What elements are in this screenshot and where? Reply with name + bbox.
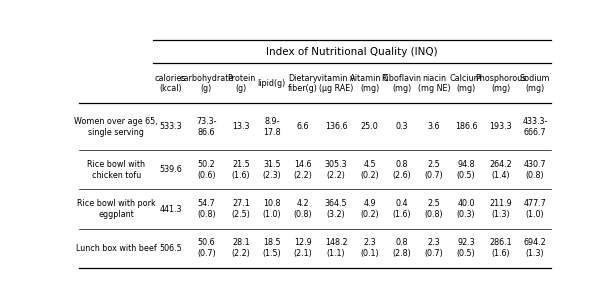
Text: 73.3-
86.6: 73.3- 86.6 xyxy=(196,117,216,137)
Text: Women over age 65,
single serving: Women over age 65, single serving xyxy=(74,117,158,137)
Text: 28.1
(2.2): 28.1 (2.2) xyxy=(231,238,250,258)
Text: 441.3: 441.3 xyxy=(159,204,182,213)
Text: Protein
(g): Protein (g) xyxy=(227,74,255,93)
Text: 13.3: 13.3 xyxy=(232,122,250,131)
Text: Dietary
fiber(g): Dietary fiber(g) xyxy=(288,74,317,93)
Text: 533.3: 533.3 xyxy=(159,122,182,131)
Text: 40.0
(0.3): 40.0 (0.3) xyxy=(457,199,475,219)
Text: carbohydrate
(g): carbohydrate (g) xyxy=(179,74,234,93)
Text: Rice bowl with
chicken tofu: Rice bowl with chicken tofu xyxy=(87,160,145,180)
Text: 2.3
(0.1): 2.3 (0.1) xyxy=(360,238,379,258)
Text: Lunch box with beef: Lunch box with beef xyxy=(76,243,157,252)
Text: 694.2
(1.3): 694.2 (1.3) xyxy=(523,238,546,258)
Text: Phosphorous
(mg): Phosphorous (mg) xyxy=(475,74,526,93)
Text: 6.6: 6.6 xyxy=(296,122,309,131)
Text: 2.5
(0.8): 2.5 (0.8) xyxy=(424,199,443,219)
Text: 0.4
(1.6): 0.4 (1.6) xyxy=(392,199,411,219)
Text: 0.8
(2.8): 0.8 (2.8) xyxy=(392,238,411,258)
Text: 0.8
(2.6): 0.8 (2.6) xyxy=(392,160,411,180)
Text: 14.6
(2.2): 14.6 (2.2) xyxy=(293,160,312,180)
Text: 94.8
(0.5): 94.8 (0.5) xyxy=(457,160,475,180)
Text: 477.7
(1.0): 477.7 (1.0) xyxy=(523,199,547,219)
Text: 193.3: 193.3 xyxy=(490,122,512,131)
Text: vitamin C
(mg): vitamin C (mg) xyxy=(351,74,389,93)
Text: 18.5
(1.5): 18.5 (1.5) xyxy=(263,238,281,258)
Text: 31.5
(2.3): 31.5 (2.3) xyxy=(263,160,281,180)
Text: 305.3
(2.2): 305.3 (2.2) xyxy=(325,160,347,180)
Text: 27.1
(2.5): 27.1 (2.5) xyxy=(231,199,250,219)
Text: 506.5: 506.5 xyxy=(159,243,182,252)
Text: 25.0: 25.0 xyxy=(361,122,378,131)
Text: 364.5
(3.2): 364.5 (3.2) xyxy=(325,199,347,219)
Text: 12.9
(2.1): 12.9 (2.1) xyxy=(293,238,312,258)
Text: 433.3-
666.7: 433.3- 666.7 xyxy=(522,117,548,137)
Text: 148.2
(1.1): 148.2 (1.1) xyxy=(325,238,347,258)
Text: 186.6: 186.6 xyxy=(455,122,477,131)
Text: 50.6
(0.7): 50.6 (0.7) xyxy=(197,238,216,258)
Text: 10.8
(1.0): 10.8 (1.0) xyxy=(263,199,281,219)
Text: lipid(g): lipid(g) xyxy=(258,79,286,88)
Text: 50.2
(0.6): 50.2 (0.6) xyxy=(197,160,216,180)
Text: 0.3: 0.3 xyxy=(395,122,408,131)
Text: 4.5
(0.2): 4.5 (0.2) xyxy=(360,160,379,180)
Text: Calcium
(mg): Calcium (mg) xyxy=(450,74,482,93)
Text: 286.1
(1.6): 286.1 (1.6) xyxy=(490,238,512,258)
Text: 3.6: 3.6 xyxy=(427,122,440,131)
Text: 21.5
(1.6): 21.5 (1.6) xyxy=(232,160,250,180)
Text: Rice bowl with pork
eggplant: Rice bowl with pork eggplant xyxy=(77,199,156,219)
Text: 2.5
(0.7): 2.5 (0.7) xyxy=(424,160,443,180)
Text: calories
(kcal): calories (kcal) xyxy=(155,74,186,93)
Text: Sodium
(mg): Sodium (mg) xyxy=(520,74,550,93)
Text: Index of Nutritional Quality (INQ): Index of Nutritional Quality (INQ) xyxy=(266,47,438,57)
Text: vitamin A
(μg RAE): vitamin A (μg RAE) xyxy=(317,74,355,93)
Text: Riboflavin
(mg): Riboflavin (mg) xyxy=(382,74,422,93)
Text: 4.2
(0.8): 4.2 (0.8) xyxy=(293,199,312,219)
Text: 2.3
(0.7): 2.3 (0.7) xyxy=(424,238,443,258)
Text: niacin
(mg NE): niacin (mg NE) xyxy=(418,74,450,93)
Text: 92.3
(0.5): 92.3 (0.5) xyxy=(457,238,475,258)
Text: 8.9-
17.8: 8.9- 17.8 xyxy=(263,117,280,137)
Text: 264.2
(1.4): 264.2 (1.4) xyxy=(489,160,512,180)
Text: 136.6: 136.6 xyxy=(325,122,347,131)
Text: 539.6: 539.6 xyxy=(159,165,182,175)
Text: 4.9
(0.2): 4.9 (0.2) xyxy=(360,199,379,219)
Text: 54.7
(0.8): 54.7 (0.8) xyxy=(197,199,216,219)
Text: 430.7
(0.8): 430.7 (0.8) xyxy=(524,160,546,180)
Text: 211.9
(1.3): 211.9 (1.3) xyxy=(489,199,512,219)
